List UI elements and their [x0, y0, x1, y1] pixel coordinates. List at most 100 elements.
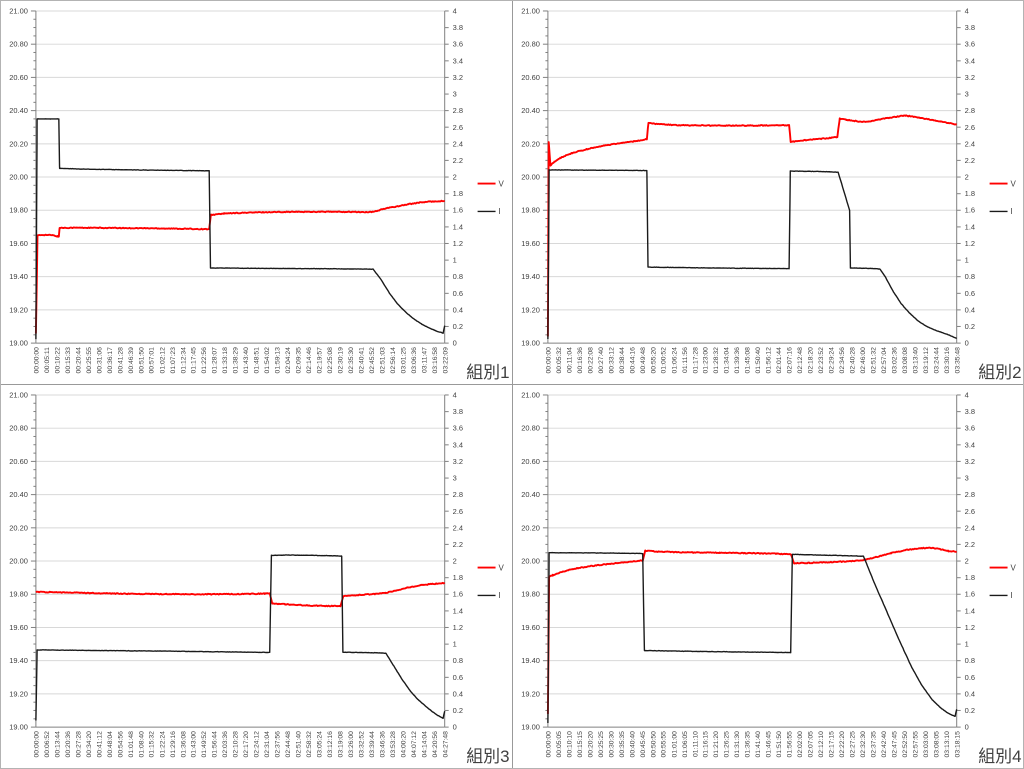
left-tick-label: 19.00 — [521, 723, 540, 732]
x-tick-label: 00:05:05 — [555, 731, 562, 758]
legend-i-label: I — [1010, 207, 1012, 216]
right-tick-label: 1.8 — [964, 189, 974, 198]
x-tick-label: 02:01:44 — [776, 347, 783, 374]
x-tick-label: 01:28:32 — [713, 347, 720, 374]
x-tick-label: 03:39:44 — [369, 731, 376, 758]
x-tick-label: 02:07:16 — [786, 347, 793, 374]
left-tick-label: 19.80 — [521, 590, 540, 599]
x-tick-label: 00:00:00 — [33, 731, 40, 758]
right-tick-label: 0.8 — [964, 272, 974, 281]
x-tick-label: 02:32:30 — [859, 731, 866, 758]
x-tick-label: 01:34:04 — [723, 347, 730, 374]
x-tick-label: 02:12:10 — [817, 731, 824, 758]
x-tick-label: 00:10:22 — [54, 347, 61, 374]
left-tick-label: 19.40 — [9, 656, 28, 665]
x-tick-label: 02:40:41 — [358, 347, 365, 374]
x-tick-label: 02:14:46 — [306, 347, 313, 374]
gridlines — [547, 10, 957, 344]
x-tick-label: 01:43:40 — [243, 347, 250, 374]
right-tick-label: 2 — [453, 557, 457, 566]
x-tick-label: 01:11:56 — [681, 347, 688, 373]
x-tick-label: 00:16:36 — [576, 347, 583, 374]
x-tick-label: 02:07:05 — [807, 731, 814, 758]
x-tick-label: 00:50:50 — [650, 731, 657, 758]
x-tick-label: 01:28:07 — [212, 347, 219, 374]
x-tick-label: 04:00:20 — [400, 731, 407, 758]
right-tick-label: 0 — [453, 723, 457, 732]
legend: VI — [989, 563, 1016, 600]
left-tick-label: 19.80 — [9, 590, 28, 599]
left-tick-label: 21.00 — [9, 6, 28, 15]
legend-v-label: V — [1010, 563, 1016, 572]
x-tick-label: 01:15:32 — [149, 731, 156, 758]
x-tick-label: 00:48:04 — [107, 731, 114, 758]
right-tick-label: 3.4 — [964, 440, 974, 449]
x-tick-label: 02:17:15 — [828, 731, 835, 758]
x-tick-label: 00:45:45 — [639, 731, 646, 758]
x-tick-label: 02:25:08 — [327, 347, 334, 374]
x-tick-label: 01:36:08 — [180, 731, 187, 758]
x-tick-label: 01:22:24 — [159, 731, 166, 758]
x-tick-label: 00:30:30 — [608, 731, 615, 758]
x-tick-label: 02:35:30 — [348, 347, 355, 374]
x-tick-label: 00:00:00 — [33, 347, 40, 374]
right-tick-label: 2.6 — [964, 123, 974, 132]
x-tick-label: 03:18:15 — [954, 731, 961, 758]
group-label: 組別3 — [466, 747, 509, 766]
right-tick-label: 0.2 — [453, 706, 463, 715]
x-tick-label: 01:26:25 — [723, 731, 730, 758]
x-tick-label: 01:56:44 — [212, 731, 219, 758]
x-tick-label: 03:05:24 — [316, 731, 323, 758]
x-tick-label: 01:38:29 — [233, 347, 240, 374]
x-tick-label: 03:03:00 — [922, 731, 929, 758]
right-tick-label: 3 — [964, 474, 968, 483]
left-tick-label: 20.20 — [521, 139, 540, 148]
series-v-line — [546, 546, 957, 714]
right-axis-labels: 4 3.8 3.6 3.4 3.2 3 2.8 2.6 2.4 2.2 2 1.8 1.6 1.4 1.2 1… — [453, 6, 463, 347]
right-tick-label: 3 — [453, 90, 457, 99]
left-tick-label: 20.20 — [521, 523, 540, 532]
left-axis-labels: 21.00 20.80 20.60 20.40 20.20 20.00 19.80 19.60… — [521, 6, 540, 347]
x-tick-label: 03:46:36 — [379, 731, 386, 758]
right-tick-label: 2 — [964, 557, 968, 566]
x-tick-label: 00:46:39 — [128, 347, 135, 374]
x-tick-label: 02:37:56 — [275, 731, 282, 758]
x-tick-label: 01:23:00 — [702, 347, 709, 374]
x-tick-label: 01:12:34 — [180, 347, 187, 374]
left-tick-label: 20.60 — [521, 457, 540, 466]
right-tick-label: 1.4 — [453, 606, 463, 615]
right-tick-label: 1.2 — [453, 239, 463, 248]
x-tick-label: 00:33:12 — [608, 347, 615, 374]
right-tick-label: 2.2 — [964, 156, 974, 165]
left-axis-labels: 21.00 20.80 20.60 20.40 20.20 20.00 19.80 19.60… — [9, 6, 28, 347]
right-tick-label: 0.6 — [964, 673, 974, 682]
x-tick-label: 01:56:55 — [786, 731, 793, 758]
x-tick-label: 02:58:32 — [306, 731, 313, 758]
left-tick-label: 19.60 — [9, 239, 28, 248]
right-tick-label: 2.4 — [453, 139, 463, 148]
chart-quadrant-4: 21.00 20.80 20.60 20.40 20.20 20.00 19.80 19.60… — [512, 385, 1023, 768]
right-axis-labels: 4 3.8 3.6 3.4 3.2 3 2.8 2.6 2.4 2.2 2 1.8 1.6 1.4 1.2 1… — [964, 390, 974, 731]
right-tick-label: 1 — [964, 640, 968, 649]
x-tick-label: 00:34:20 — [86, 731, 93, 758]
x-tick-label: 02:02:00 — [797, 731, 804, 758]
group-label: 組別2 — [978, 363, 1021, 382]
x-tick-label: 01:43:00 — [191, 731, 198, 758]
left-tick-label: 21.00 — [521, 6, 540, 15]
legend: VI — [989, 179, 1016, 216]
right-tick-label: 2.4 — [453, 523, 463, 532]
left-tick-label: 19.60 — [9, 623, 28, 632]
x-tick-label: 00:20:36 — [65, 731, 72, 758]
x-tick-label: 01:01:48 — [128, 731, 135, 758]
right-tick-label: 2.4 — [964, 139, 974, 148]
legend-i-label: I — [499, 207, 501, 216]
chart-quadrant-2: 21.00 20.80 20.60 20.40 20.20 20.00 19.80 19.60… — [512, 1, 1023, 384]
x-tick-label: 01:17:45 — [191, 347, 198, 374]
x-axis-labels: 00:00:00 00:05:11 00:10:22 00:15:33 00:20:44… — [33, 347, 449, 374]
right-tick-label: 1.2 — [453, 623, 463, 632]
x-tick-label: 00:00:00 — [545, 347, 552, 374]
x-tick-label: 01:00:52 — [660, 347, 667, 374]
x-tick-label: 01:11:10 — [692, 731, 699, 757]
x-tick-label: 00:13:44 — [54, 731, 61, 758]
left-tick-label: 19.20 — [9, 305, 28, 314]
